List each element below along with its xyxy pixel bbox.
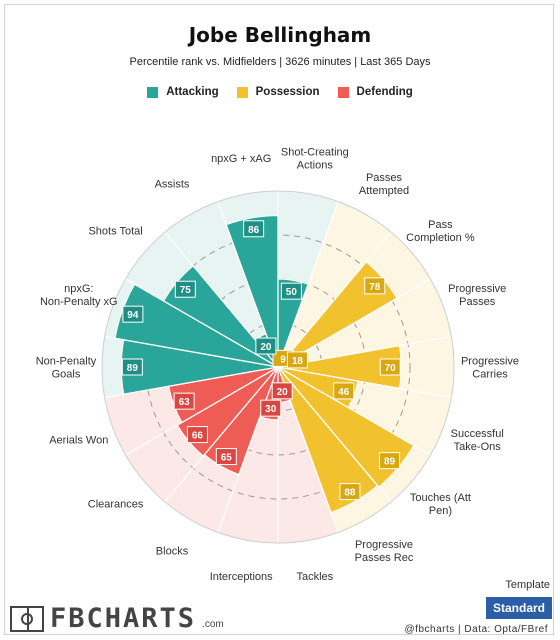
legend-swatch-defending	[337, 86, 349, 98]
chart-subtitle: Percentile rank vs. Midfielders | 3626 m…	[129, 56, 431, 68]
data-credit: @fbcharts | Data: Opta/FBref	[404, 624, 548, 635]
svg-text:65: 65	[221, 453, 233, 464]
value-label: 50	[280, 282, 302, 300]
category-label: Touches (Att Pen)	[410, 492, 471, 517]
pitch-icon	[10, 605, 44, 632]
legend-swatch-attacking	[147, 86, 159, 98]
svg-text:86: 86	[248, 225, 260, 236]
value-label: 20	[271, 382, 293, 400]
value-label: 78	[364, 277, 386, 295]
svg-text:30: 30	[265, 404, 277, 415]
svg-text:70: 70	[385, 363, 397, 374]
svg-text:18: 18	[292, 356, 304, 367]
value-label: 20	[255, 337, 277, 355]
value-label: 18	[286, 351, 308, 369]
template-button[interactable]: Standard	[486, 597, 552, 619]
category-label: Shots Total	[88, 226, 142, 238]
sector-background	[278, 367, 339, 543]
chart-title: Jobe Bellingham	[188, 23, 372, 47]
svg-text:46: 46	[338, 387, 350, 398]
category-label: Progressive Passes Rec	[355, 539, 414, 564]
legend-item-possession: Possession	[236, 86, 320, 98]
value-label: 89	[379, 452, 401, 470]
value-label: 63	[173, 392, 195, 410]
category-label: Pass Completion %	[406, 219, 475, 244]
category-label: Successful Take-Ons	[451, 428, 504, 453]
radial-divider	[277, 231, 392, 368]
outer-ring	[101, 190, 455, 544]
svg-text:89: 89	[127, 363, 139, 374]
svg-text:88: 88	[344, 488, 356, 499]
value-label: 86	[243, 220, 265, 238]
category-label: Progressive Carries	[461, 356, 519, 381]
svg-text:9: 9	[280, 354, 286, 365]
category-label: Interceptions	[210, 571, 273, 583]
brand-suffix: .com	[202, 619, 224, 630]
legend: Attacking Possession Defending	[0, 86, 560, 98]
value-label: 70	[379, 358, 401, 376]
legend-label-attacking: Attacking	[166, 86, 219, 98]
category-label: Tackles	[296, 571, 333, 583]
svg-text:78: 78	[369, 282, 381, 293]
svg-text:75: 75	[180, 285, 192, 296]
sector-background	[278, 279, 452, 367]
value-label: 89	[121, 358, 143, 376]
svg-text:89: 89	[384, 457, 396, 468]
value-label: 65	[215, 448, 237, 466]
svg-text:63: 63	[179, 397, 191, 408]
svg-text:66: 66	[192, 431, 204, 442]
radial-divider	[104, 366, 279, 399]
category-label: Progressive Passes	[448, 283, 506, 308]
category-label: npxG + xAG	[211, 153, 271, 165]
category-label: Passes Attempted	[359, 172, 409, 197]
legend-item-defending: Defending	[337, 86, 413, 98]
category-label: Assists	[155, 178, 190, 190]
value-label: 88	[339, 483, 361, 501]
category-label: Blocks	[156, 546, 189, 558]
value-label: 46	[333, 382, 355, 400]
radial-divider	[277, 366, 431, 456]
category-label: Clearances	[88, 498, 144, 510]
svg-text:20: 20	[277, 387, 289, 398]
svg-text:94: 94	[127, 310, 139, 321]
radial-divider	[277, 201, 339, 368]
category-label: Aerials Won	[49, 435, 108, 447]
radial-divider	[104, 335, 279, 368]
legend-swatch-possession	[236, 86, 248, 98]
sector-background	[164, 201, 278, 367]
category-label: Shot-Creating Actions	[281, 147, 349, 172]
sector-background	[278, 201, 392, 367]
value-label: 75	[174, 280, 196, 298]
value-label: 30	[260, 399, 282, 417]
value-label: 94	[122, 305, 144, 323]
category-label: npxG: Non-Penalty xG	[40, 283, 118, 308]
radial-divider	[125, 278, 279, 368]
radial-divider	[217, 366, 279, 533]
brand-logo: FBCHARTS .com	[10, 603, 224, 634]
legend-item-attacking: Attacking	[147, 86, 219, 98]
radial-divider	[125, 366, 279, 456]
svg-text:50: 50	[286, 287, 298, 298]
radial-divider	[164, 366, 279, 503]
category-label: Non-Penalty Goals	[36, 356, 97, 381]
legend-label-defending: Defending	[356, 86, 413, 98]
template-label: Template	[505, 579, 550, 591]
radial-divider	[277, 366, 452, 399]
radial-divider	[277, 366, 392, 503]
svg-text:20: 20	[260, 342, 272, 353]
legend-label-possession: Possession	[255, 86, 320, 98]
value-label: 66	[186, 426, 208, 444]
brand-name: FBCHARTS	[50, 603, 197, 634]
